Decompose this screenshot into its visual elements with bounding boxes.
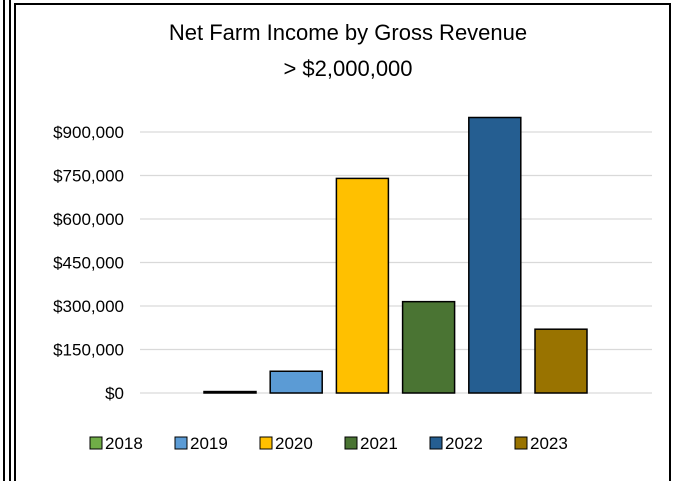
- left-border-line-2: [9, 0, 11, 481]
- bar-2019: [269, 370, 323, 394]
- legend-label-2019: 2019: [190, 434, 228, 453]
- legend-item-2020: 2020: [259, 434, 313, 453]
- left-border-line-1: [3, 0, 5, 481]
- y-tick-label: $150,000: [53, 341, 124, 360]
- bar-2022: [468, 116, 522, 394]
- bars: [203, 116, 588, 394]
- bar-2023: [534, 328, 588, 394]
- legend-item-2019: 2019: [174, 434, 228, 453]
- y-tick-label: $750,000: [53, 167, 124, 186]
- legend-item-2018: 2018: [89, 434, 143, 453]
- legend-label-2018: 2018: [105, 434, 143, 453]
- y-tick-label: $300,000: [53, 297, 124, 316]
- chart-title: Net Farm Income by Gross Revenue > $2,00…: [169, 20, 527, 81]
- legend: 2018 2019 2020 2021 2022 2023: [89, 434, 568, 453]
- chart-title-line-2: > $2,000,000: [283, 56, 412, 81]
- legend-swatch-2018: [89, 436, 103, 450]
- y-tick-label: $600,000: [53, 210, 124, 229]
- legend-item-2023: 2023: [514, 434, 568, 453]
- chart-frame: [14, 3, 671, 481]
- y-tick-label: $900,000: [53, 123, 124, 142]
- chart-title-line-1: Net Farm Income by Gross Revenue: [169, 20, 527, 45]
- legend-label-2022: 2022: [445, 434, 483, 453]
- legend-swatch-2023: [514, 436, 528, 450]
- legend-swatch-2020: [259, 436, 273, 450]
- legend-label-2020: 2020: [275, 434, 313, 453]
- bar-2018: [203, 390, 257, 394]
- legend-item-2022: 2022: [429, 434, 483, 453]
- y-axis-tick-labels: $0 $150,000 $300,000 $450,000 $600,000 $750,0…: [53, 123, 124, 403]
- legend-item-2021: 2021: [344, 434, 398, 453]
- legend-swatch-2019: [174, 436, 188, 450]
- bar-2021: [401, 300, 456, 394]
- bar-2020: [335, 177, 390, 394]
- y-tick-label: $0: [105, 384, 124, 403]
- y-tick-label: $450,000: [53, 254, 124, 273]
- legend-swatch-2021: [344, 436, 358, 450]
- legend-label-2023: 2023: [530, 434, 568, 453]
- legend-swatch-2022: [429, 436, 443, 450]
- legend-label-2021: 2021: [360, 434, 398, 453]
